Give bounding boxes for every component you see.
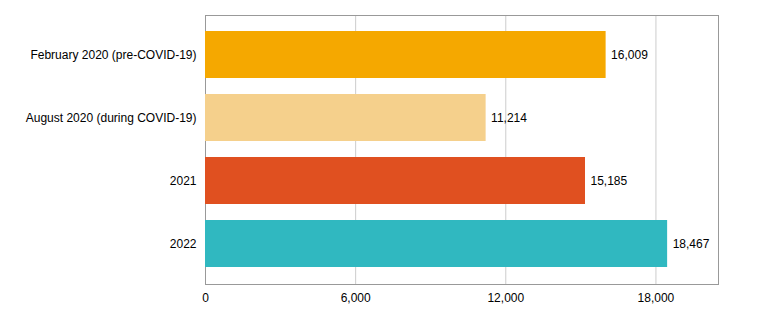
svg-text:2021: 2021 — [170, 174, 197, 188]
svg-text:18,467: 18,467 — [673, 237, 710, 251]
svg-text:February 2020 (pre-COVID-19): February 2020 (pre-COVID-19) — [30, 48, 196, 62]
svg-text:0: 0 — [202, 291, 209, 305]
svg-text:11,214: 11,214 — [491, 111, 527, 125]
svg-text:2022: 2022 — [170, 237, 197, 251]
svg-text:16,009: 16,009 — [611, 48, 648, 62]
svg-text:15,185: 15,185 — [590, 174, 627, 188]
svg-text:6,000: 6,000 — [341, 291, 371, 305]
svg-text:August 2020 (during COVID-19): August 2020 (during COVID-19) — [26, 111, 197, 125]
svg-text:18,000: 18,000 — [638, 291, 675, 305]
svg-text:12,000: 12,000 — [487, 291, 524, 305]
